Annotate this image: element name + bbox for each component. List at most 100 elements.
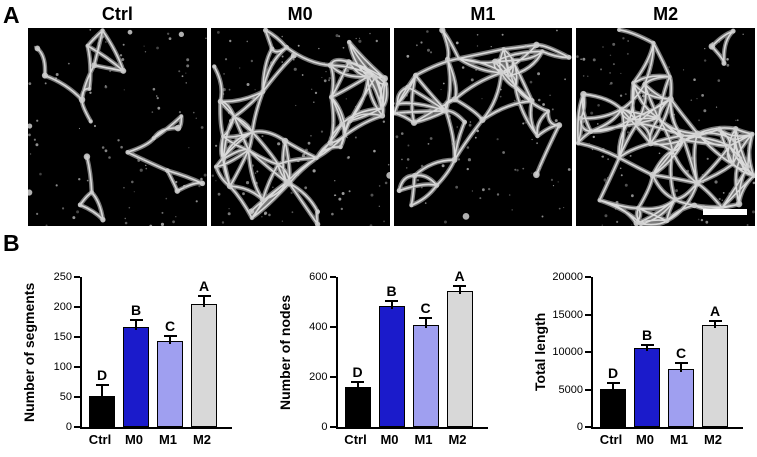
bar-Ctrl: [600, 388, 626, 427]
error-bar-cap: [351, 380, 364, 383]
y-tick-mark: [74, 306, 80, 308]
significance-letter: A: [198, 278, 210, 295]
chart-total-length: Total length 0 5000 10000 15000 20000 D B C A Ct…: [531, 247, 743, 449]
condition-title-m1: M1: [470, 4, 496, 24]
error-bar-line: [135, 319, 137, 330]
plot-column: 0 200 400 600 D B C A Ctrl M0 M1 M2: [309, 247, 488, 449]
plot-column: 0 50 100 150 200 250 D B C A Ctrl M0 M1 M2: [54, 247, 232, 449]
significance-letter: B: [386, 282, 397, 299]
x-axis-labels: Ctrl M0 M1 M2: [591, 429, 741, 449]
error-bar-line: [101, 385, 103, 399]
y-tick-label: 20000: [552, 271, 583, 283]
x-tick-label: M2: [448, 432, 467, 447]
y-tick-mark: [329, 326, 336, 328]
x-axis-labels: Ctrl M0 M1 M2: [80, 429, 230, 449]
error-bar-cap: [453, 285, 466, 288]
micrograph-m2: [576, 28, 755, 226]
significance-letter: C: [420, 299, 431, 316]
micrograph-m0: [210, 28, 390, 226]
error-bar-cap: [640, 343, 654, 346]
y-tick-mark: [585, 388, 591, 391]
error-bar-line: [169, 336, 171, 345]
y-tick-label: 400: [309, 321, 328, 333]
plot-area: 0 5000 10000 15000 20000 D B C A: [552, 271, 743, 433]
y-tick-label: 200: [309, 371, 328, 383]
y-axis-title: Number of nodes: [276, 294, 293, 410]
error-bar-line: [356, 381, 359, 390]
plot-column: 0 5000 10000 15000 20000 D B C A Ctrl M0 M1 M2: [552, 247, 743, 449]
bar-M1: [157, 341, 183, 427]
bar-M2: [446, 290, 473, 427]
bar-M2: [191, 304, 217, 427]
error-bar-line: [612, 382, 614, 392]
y-tick-mark: [74, 426, 80, 428]
charts-row: Number of segments 0 50 100 150 200 250 D B C A C…: [20, 247, 757, 449]
error-bar-cap: [419, 316, 432, 319]
error-bar-cap: [606, 381, 620, 384]
condition-title-ctrl: Ctrl: [101, 4, 133, 24]
chart-number-of-nodes: Number of nodes 0 200 400 600 D B C A Ctrl M0 M1 M…: [276, 247, 488, 449]
y-tick-label: 15000: [552, 308, 583, 321]
x-tick-label: Ctrl: [88, 432, 112, 447]
significance-letter: D: [96, 367, 108, 383]
error-bar-line: [646, 344, 648, 352]
scale-bar: [703, 209, 747, 215]
micrograph-row: [28, 28, 755, 226]
y-tick-label: 5000: [558, 383, 583, 396]
error-bar-cap: [197, 295, 211, 298]
panel-a-label: A: [3, 2, 20, 28]
significance-letter: B: [641, 326, 653, 343]
error-bar-line: [203, 296, 205, 307]
y-tick-mark: [74, 276, 80, 278]
condition-title-m2: M2: [653, 4, 679, 24]
error-bar-line: [714, 320, 716, 328]
y-tick-mark: [329, 376, 336, 378]
bar-Ctrl: [344, 387, 371, 427]
x-axis-labels: Ctrl M0 M1 M2: [336, 429, 486, 449]
y-tick-mark: [74, 366, 80, 368]
condition-titles-row: Ctrl M0 M1 M2: [28, 1, 755, 27]
y-tick-label: 0: [576, 421, 583, 433]
error-bar-line: [680, 363, 682, 372]
y-tick-label: 150: [53, 331, 72, 343]
x-tick-label: Ctrl: [599, 432, 623, 447]
significance-letter: D: [352, 363, 363, 380]
x-tick-label: M1: [158, 432, 178, 447]
x-tick-label: M2: [703, 432, 723, 447]
y-tick-mark: [585, 276, 591, 278]
condition-title-m0: M0: [287, 4, 313, 24]
y-tick-mark: [585, 351, 591, 353]
bar-M2: [702, 325, 728, 427]
error-bar-line: [390, 300, 393, 310]
chart-number-of-segments: Number of segments 0 50 100 150 200 250 D B C A C…: [20, 247, 232, 449]
x-tick-label: M0: [124, 432, 144, 447]
y-tick-label: 200: [53, 301, 72, 313]
y-tick-label: 100: [53, 361, 72, 373]
bar-M1: [412, 324, 439, 427]
x-tick-label: M0: [635, 432, 655, 447]
bar-M1: [668, 368, 694, 427]
y-tick-label: 50: [59, 391, 72, 403]
plot-area: 0 200 400 600 D B C A: [309, 269, 488, 433]
y-tick-mark: [585, 426, 591, 428]
x-tick-label: Ctrl: [344, 432, 367, 447]
error-bar-cap: [674, 362, 688, 365]
y-tick-label: 0: [321, 421, 328, 433]
panel-b-label: B: [3, 230, 20, 256]
bar-M0: [378, 306, 405, 427]
plot-area: 0 50 100 150 200 250 D B C A: [54, 271, 232, 433]
y-tick-label: 600: [309, 271, 328, 283]
error-bar-cap: [95, 384, 109, 386]
significance-letter: C: [675, 345, 687, 362]
significance-letter: C: [164, 318, 176, 335]
bar-Ctrl: [89, 395, 115, 427]
y-tick-label: 10000: [552, 346, 583, 358]
y-axis-title: Number of segments: [21, 282, 37, 422]
significance-letter: D: [607, 364, 619, 381]
x-tick-label: M1: [414, 432, 433, 447]
x-tick-label: M1: [669, 432, 689, 447]
x-tick-label: M0: [380, 432, 399, 447]
error-bar-cap: [129, 318, 143, 321]
error-bar-line: [424, 317, 427, 328]
